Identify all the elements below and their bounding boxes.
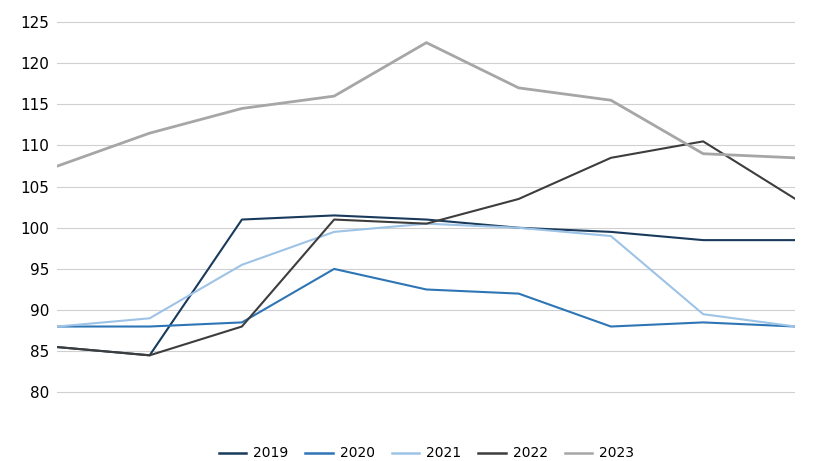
2021 xyxy=(52,324,62,329)
2023 xyxy=(421,40,431,45)
2020 xyxy=(421,287,431,292)
2021 xyxy=(698,312,708,317)
2021 xyxy=(421,221,431,226)
2021 xyxy=(144,315,154,321)
Line: 2022: 2022 xyxy=(57,142,794,355)
2019 xyxy=(698,237,708,243)
2023 xyxy=(790,155,799,160)
2020 xyxy=(144,324,154,329)
2019 xyxy=(144,353,154,358)
2022 xyxy=(237,324,247,329)
2019 xyxy=(421,217,431,222)
2022 xyxy=(790,196,799,202)
2019 xyxy=(605,229,615,235)
2023 xyxy=(513,85,523,91)
2020 xyxy=(513,291,523,296)
2022 xyxy=(421,221,431,226)
2022 xyxy=(605,155,615,160)
Line: 2021: 2021 xyxy=(57,224,794,326)
2021 xyxy=(513,225,523,230)
2019 xyxy=(790,237,799,243)
2023 xyxy=(52,163,62,169)
2023 xyxy=(237,106,247,111)
2021 xyxy=(605,233,615,239)
2019 xyxy=(52,344,62,350)
2021 xyxy=(790,324,799,329)
Legend: 2019, 2020, 2021, 2022, 2023: 2019, 2020, 2021, 2022, 2023 xyxy=(213,441,639,461)
2019 xyxy=(513,225,523,230)
2022 xyxy=(52,344,62,350)
Line: 2020: 2020 xyxy=(57,269,794,326)
2022 xyxy=(144,353,154,358)
2022 xyxy=(698,139,708,144)
2021 xyxy=(237,262,247,267)
2022 xyxy=(513,196,523,202)
Line: 2019: 2019 xyxy=(57,215,794,355)
2023 xyxy=(605,97,615,103)
2020 xyxy=(52,324,62,329)
2020 xyxy=(329,266,339,272)
2022 xyxy=(329,217,339,222)
2020 xyxy=(605,324,615,329)
2019 xyxy=(237,217,247,222)
2020 xyxy=(698,319,708,325)
2019 xyxy=(329,213,339,218)
2023 xyxy=(698,151,708,156)
2020 xyxy=(790,324,799,329)
2023 xyxy=(329,93,339,99)
Line: 2023: 2023 xyxy=(57,42,794,166)
2021 xyxy=(329,229,339,235)
2023 xyxy=(144,130,154,136)
2020 xyxy=(237,319,247,325)
